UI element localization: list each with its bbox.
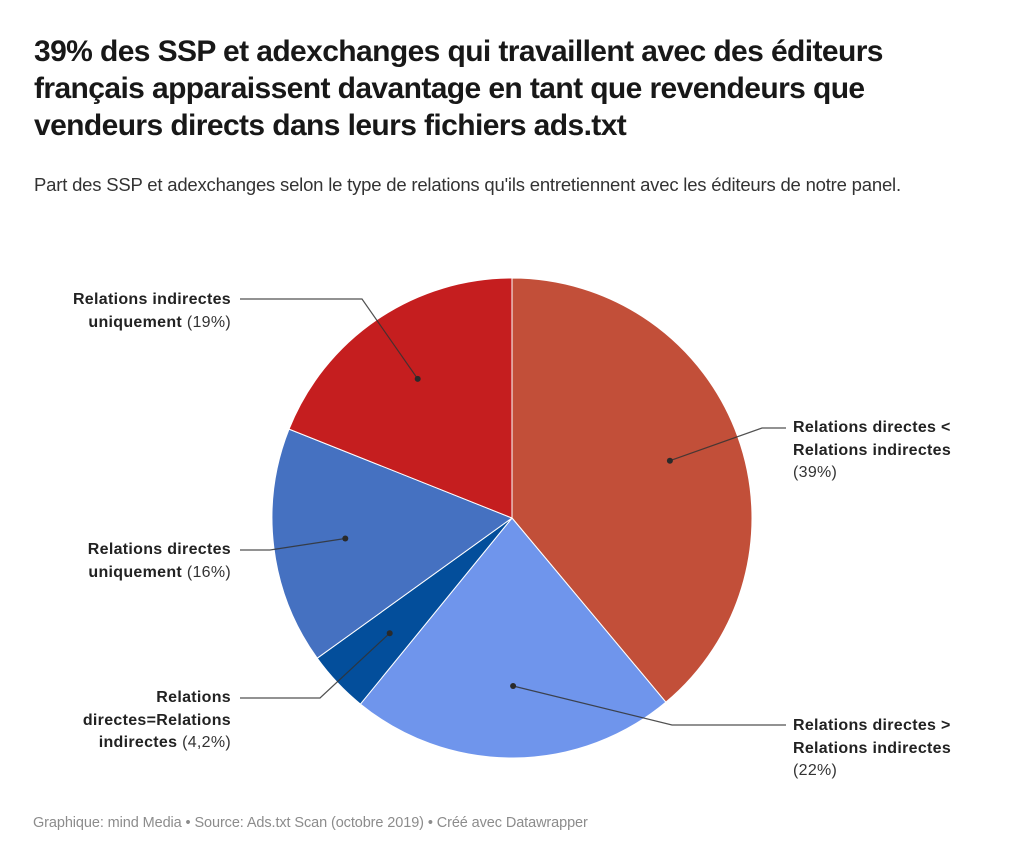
- chart-title: 39% des SSP et adexchanges qui travaille…: [34, 35, 883, 142]
- leader-dot: [386, 630, 393, 637]
- leader-line: [669, 427, 786, 462]
- slice-label-line: Relations indirectes: [72, 291, 231, 308]
- leader-line: [240, 537, 346, 551]
- slice-label-line: Relations: [156, 689, 231, 706]
- slice-value-label: (19%): [186, 313, 231, 331]
- slice-label-line: Relations directes >: [793, 717, 951, 734]
- leader-dot: [342, 535, 349, 542]
- slice-label-line: directes=Relations: [82, 711, 231, 729]
- chart-footer: Graphique: mind Media • Source: Ads.txt …: [33, 815, 588, 831]
- slice-label-line: Relations directes <: [793, 419, 951, 436]
- slice-label-line: uniquement: [88, 563, 183, 581]
- slice-label-directes-lt-indirectes: Relations directes < Relations indirecte…: [793, 417, 951, 485]
- leader-line: [240, 298, 419, 380]
- slice-label-line: Relations indirectes: [793, 441, 952, 459]
- leader-line: [240, 632, 391, 699]
- slice-label-indirectes-uniquement: Relations indirectes uniquement (19%): [73, 289, 231, 334]
- slice-value-label: (22%): [793, 762, 838, 779]
- leader-dot: [666, 457, 673, 464]
- leader-dot: [414, 375, 421, 382]
- slice-label-directes-uniquement: Relations directes uniquement (16%): [88, 539, 231, 584]
- leader-line: [512, 685, 786, 726]
- slice-label-line: indirectes: [98, 734, 178, 751]
- slice-value-label: (4,2%): [182, 734, 231, 751]
- chart-subtitle: Part des SSP et adexchanges selon le typ…: [34, 174, 901, 195]
- slice-label-directes-gt-indirectes: Relations directes > Relations indirecte…: [793, 715, 951, 783]
- slice-value-label: (16%): [186, 563, 231, 581]
- leader-lines: [240, 298, 786, 726]
- slice-value-label: (39%): [793, 464, 838, 481]
- slice-label-line: uniquement: [88, 313, 183, 331]
- slice-label-directes-eq-indirectes: Relations directes=Relations indirectes …: [83, 687, 231, 755]
- pie-slice: [288, 277, 513, 519]
- leader-dot: [510, 683, 517, 689]
- pie-slice: [271, 428, 513, 659]
- slice-label-line: Relations indirectes: [793, 739, 952, 757]
- pie-slice: [359, 517, 667, 759]
- slice-label-line: Relations directes: [87, 541, 231, 558]
